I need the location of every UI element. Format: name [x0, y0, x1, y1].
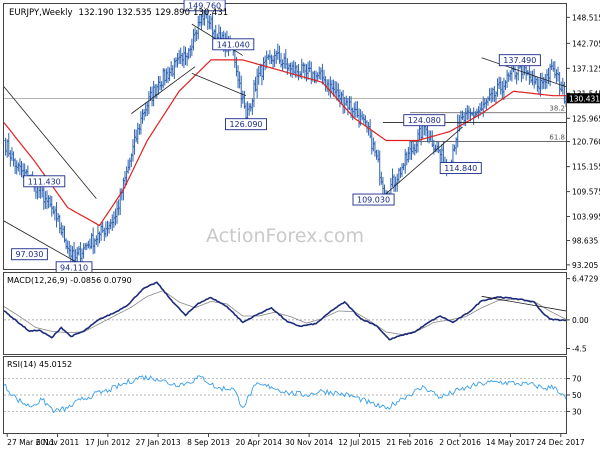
price-annotation: 94.110 — [56, 262, 92, 273]
macd-y-tick-label: -4.5 — [572, 345, 587, 354]
svg-text:114.840: 114.840 — [444, 164, 477, 173]
x-tick-label: 21 Feb 2016 — [386, 438, 433, 447]
price-annotation: 97.030 — [12, 249, 48, 260]
svg-text:141.040: 141.040 — [217, 40, 250, 49]
x-tick-label: 14 May 2017 — [486, 438, 535, 447]
price-y-tick-label: 137.125 — [572, 64, 600, 73]
x-tick-label: 27 Jan 2013 — [136, 438, 181, 447]
svg-text:94.110: 94.110 — [60, 263, 88, 272]
price-annotation: 124.080 — [404, 115, 445, 126]
price-y-tick-label: 115.155 — [572, 163, 600, 172]
svg-text:126.090: 126.090 — [229, 120, 262, 129]
rsi-title: RSI(14) 45.0152 — [7, 360, 72, 369]
macd-panel: MACD(12,26,9) -0.0856 0.0790 6.4729 0.00 -… — [4, 273, 599, 355]
current-price-tag-label: 130.431 — [569, 94, 600, 103]
macd-title: MACD(12,26,9) -0.0856 0.0790 — [7, 276, 132, 285]
x-tick-label: 6 Nov 2011 — [36, 438, 79, 447]
x-tick-label: 2 Oct 2016 — [439, 438, 481, 447]
price-y-tick-label: 148.515 — [572, 13, 600, 22]
x-tick-label: 8 Sep 2013 — [187, 438, 230, 447]
price-y-tick-label: 125.965 — [572, 114, 600, 123]
price-annotation: 111.430 — [24, 176, 65, 187]
fib-level-label: 38.2 — [549, 105, 565, 113]
svg-text:124.080: 124.080 — [408, 116, 441, 125]
x-tick-label: 24 Dec 2017 — [537, 438, 585, 447]
rsi-y-tick-label: 70 — [572, 375, 582, 384]
price-annotation: 126.090 — [225, 119, 266, 130]
price-annotation: 109.030 — [353, 194, 394, 205]
x-tick-label: 30 Nov 2014 — [285, 438, 333, 447]
x-tick-label: 20 Apr 2014 — [236, 438, 283, 447]
price-annotation: 137.490 — [499, 55, 540, 66]
price-panel: ActionForex.com 38.261.8 149.760141.0401… — [4, 0, 600, 273]
price-y-tick-label: 120.760 — [572, 138, 600, 147]
rsi-y-tick-label: 30 — [572, 407, 582, 416]
price-annotation: 141.040 — [213, 39, 254, 50]
price-y-tick-label: 93.205 — [572, 261, 598, 270]
svg-text:97.030: 97.030 — [15, 250, 43, 259]
macd-y-tick-label: 0.00 — [572, 316, 589, 325]
fib-level-label: 61.8 — [549, 134, 565, 142]
watermark: ActionForex.com — [206, 225, 364, 247]
price-y-tick-label: 109.575 — [572, 188, 600, 197]
x-tick-label: 17 Jun 2012 — [85, 438, 130, 447]
price-annotation: 114.840 — [440, 163, 481, 174]
macd-y-tick-label: 6.4729 — [572, 275, 598, 284]
svg-text:111.430: 111.430 — [28, 177, 61, 186]
svg-text:137.490: 137.490 — [503, 56, 536, 65]
rsi-panel: RSI(14) 45.0152 70 50 30 — [4, 357, 582, 434]
price-y-tick-label: 103.995 — [572, 213, 600, 222]
price-y-tick-label: 98.635 — [572, 237, 598, 246]
x-tick-label: 12 Jul 2015 — [338, 438, 381, 447]
price-y-tick-label: 142.705 — [572, 39, 600, 48]
svg-text:109.030: 109.030 — [357, 196, 390, 205]
rsi-y-tick-label: 50 — [572, 391, 582, 400]
